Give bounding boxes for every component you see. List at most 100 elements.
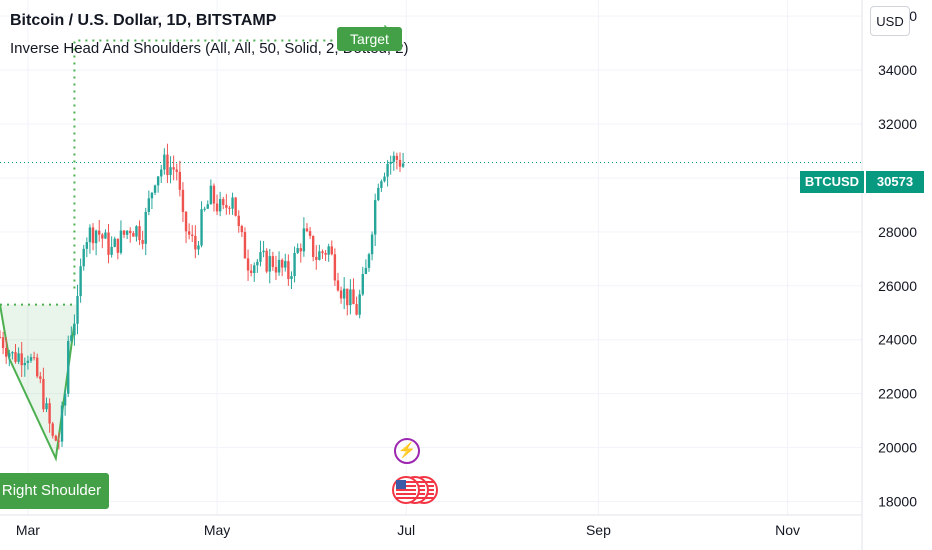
candle-body [240, 226, 244, 233]
candle-body [203, 208, 206, 210]
candle-body [364, 267, 368, 275]
candle-body [308, 231, 312, 236]
candle-body [305, 228, 309, 232]
candle-body [280, 259, 284, 268]
candle-body [401, 163, 405, 167]
candle-body [290, 276, 293, 280]
candle-body [200, 209, 203, 246]
target-label: Target [337, 27, 402, 51]
x-tick-label: Mar [16, 522, 40, 538]
candle-body [293, 252, 296, 277]
candle-body [358, 294, 361, 315]
candle-body [82, 248, 85, 267]
candle-body [8, 353, 11, 357]
candle-body [212, 185, 216, 204]
candle-body [156, 176, 160, 186]
candle-body [79, 266, 82, 297]
candle-body [373, 200, 377, 235]
candle-body [349, 289, 352, 306]
x-tick-label: Sep [586, 522, 611, 538]
candle-body [73, 323, 76, 336]
candle-body [330, 246, 333, 255]
candle-body [166, 154, 169, 176]
candle-body [32, 357, 36, 359]
candle-body [101, 234, 104, 239]
candle-body [14, 352, 17, 362]
candle-body [63, 393, 67, 406]
candle-body [48, 403, 51, 424]
candle-body [315, 256, 318, 260]
candle-body [57, 440, 61, 442]
candle-body [209, 185, 213, 205]
symbol-price-label: BTCUSD [800, 171, 864, 193]
candle-body [194, 235, 197, 250]
candle-body [249, 270, 253, 273]
candle-body [284, 261, 287, 268]
candle-body [389, 161, 392, 164]
candle-body [327, 246, 330, 255]
currency-button[interactable]: USD [870, 6, 910, 36]
candle-body [178, 171, 182, 190]
candle-body [113, 238, 116, 247]
flag-stripe [396, 493, 416, 495]
candle-body [36, 357, 39, 377]
chart-grid [0, 0, 862, 515]
candle-body [67, 340, 70, 394]
candle-body [395, 155, 399, 160]
candle-body [352, 289, 355, 305]
candle-body [191, 234, 194, 236]
x-tick-label: Nov [775, 522, 800, 538]
candle-body [277, 259, 281, 273]
candle-body [342, 288, 346, 299]
candle-body [271, 256, 275, 267]
candle-body [222, 199, 225, 205]
candle-body [20, 353, 23, 366]
candle-body [125, 230, 129, 235]
y-tick-label: 28000 [878, 224, 917, 240]
candle-body [215, 203, 219, 212]
right-shoulder-label: Right Shoulder [0, 473, 109, 509]
candle-body [256, 261, 259, 266]
candle-body [287, 261, 290, 280]
candle-body [129, 230, 132, 234]
candle-body [116, 238, 120, 253]
candle-body [355, 304, 358, 315]
candle-body [333, 254, 337, 281]
candle-body [253, 265, 256, 273]
pattern-fill [0, 304, 78, 459]
lightning-event-icon[interactable]: ⚡ [394, 438, 420, 464]
candle-body [110, 246, 113, 255]
candle-body [274, 266, 278, 273]
y-tick-label: 20000 [878, 440, 917, 456]
candle-body [302, 228, 306, 252]
candle-body [147, 198, 151, 212]
candle-body [132, 233, 135, 237]
indicator-legend[interactable]: Inverse Head And Shoulders (All, All, 50… [10, 40, 409, 57]
candle-body [324, 253, 327, 255]
candle-body [29, 357, 33, 361]
candle-body [318, 251, 321, 260]
candle-body [321, 251, 324, 254]
candle-body [98, 230, 101, 235]
candle-body [361, 274, 364, 295]
candle-body [392, 155, 395, 162]
flag-stripe [396, 497, 416, 499]
candle-body [11, 352, 14, 354]
y-tick-label: 34000 [878, 62, 917, 78]
candle-body [85, 242, 89, 249]
candle-body [296, 248, 299, 253]
candle-body [206, 204, 209, 209]
candle-body [311, 235, 315, 257]
target-line [73, 39, 397, 289]
candle-body [160, 169, 163, 177]
x-tick-label: Jul [397, 522, 415, 538]
candle-body [237, 215, 240, 227]
candle-body [54, 435, 58, 441]
candle-body [231, 197, 234, 209]
candle-body [42, 378, 45, 410]
candle-body [380, 181, 383, 188]
y-tick-label: 26000 [878, 278, 917, 294]
candle-body [150, 192, 154, 199]
candle-body [70, 335, 73, 341]
